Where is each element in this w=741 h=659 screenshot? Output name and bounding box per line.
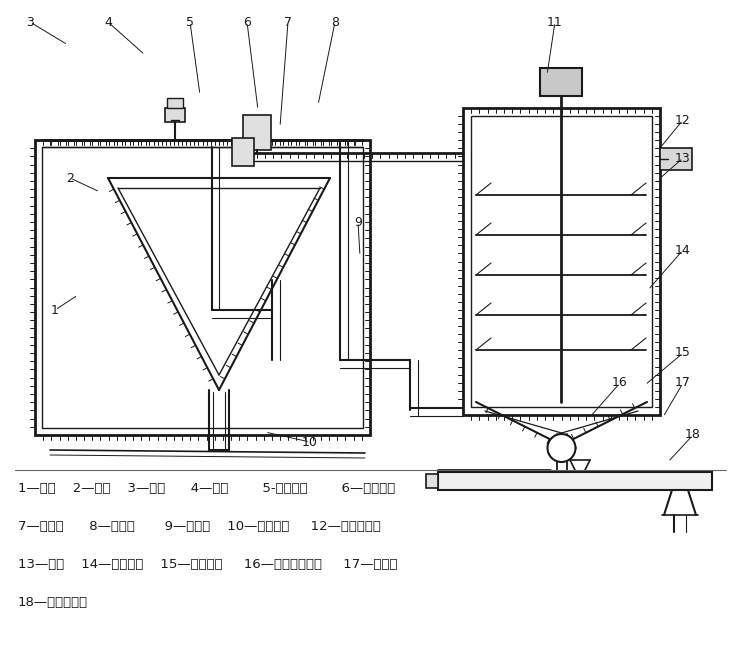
Text: 18: 18 — [685, 428, 701, 442]
Text: 1: 1 — [51, 304, 59, 316]
Text: 13—釜体    14—搅拌装置    15—出料装置     16—添加剂进料口     17—搅拌机: 13—釜体 14—搅拌装置 15—出料装置 16—添加剂进料口 17—搅拌机 — [18, 558, 397, 571]
Text: 17: 17 — [675, 376, 691, 389]
Bar — [660, 148, 692, 170]
Bar — [232, 138, 254, 166]
Text: 14: 14 — [675, 243, 691, 256]
Text: 15: 15 — [675, 347, 691, 360]
Bar — [42, 147, 363, 428]
Bar — [471, 116, 652, 407]
Text: 8: 8 — [331, 16, 339, 28]
Text: 9: 9 — [354, 215, 362, 229]
Bar — [165, 108, 185, 122]
Text: 5: 5 — [186, 16, 194, 28]
Bar — [35, 140, 370, 435]
Bar — [438, 472, 712, 490]
Bar — [426, 474, 438, 488]
Circle shape — [548, 434, 576, 462]
Bar — [243, 115, 271, 150]
Text: 13: 13 — [675, 152, 691, 165]
Text: 7—混流器      8—回气管       9—输气管    10—排渣装置     12—浆液进料口: 7—混流器 8—回气管 9—输气管 10—排渣装置 12—浆液进料口 — [18, 519, 381, 532]
Text: 7: 7 — [284, 16, 292, 28]
Text: 2: 2 — [66, 171, 74, 185]
Bar — [463, 108, 660, 415]
Text: 16: 16 — [612, 376, 628, 389]
Text: 10: 10 — [302, 436, 318, 449]
Text: 1—炉体    2—炉胆    3—熔炉      4—炉盖        5-给料装置        6—气体装置: 1—炉体 2—炉胆 3—熔炉 4—炉盖 5-给料装置 6—气体装置 — [18, 482, 395, 494]
Text: 4: 4 — [104, 16, 112, 28]
Text: 11: 11 — [547, 16, 563, 28]
Text: 6: 6 — [243, 16, 251, 28]
Bar — [540, 68, 582, 96]
Bar — [167, 98, 183, 108]
Text: 3: 3 — [26, 16, 34, 28]
Text: 18—促进液出口: 18—促进液出口 — [18, 596, 88, 608]
Text: 12: 12 — [675, 113, 691, 127]
